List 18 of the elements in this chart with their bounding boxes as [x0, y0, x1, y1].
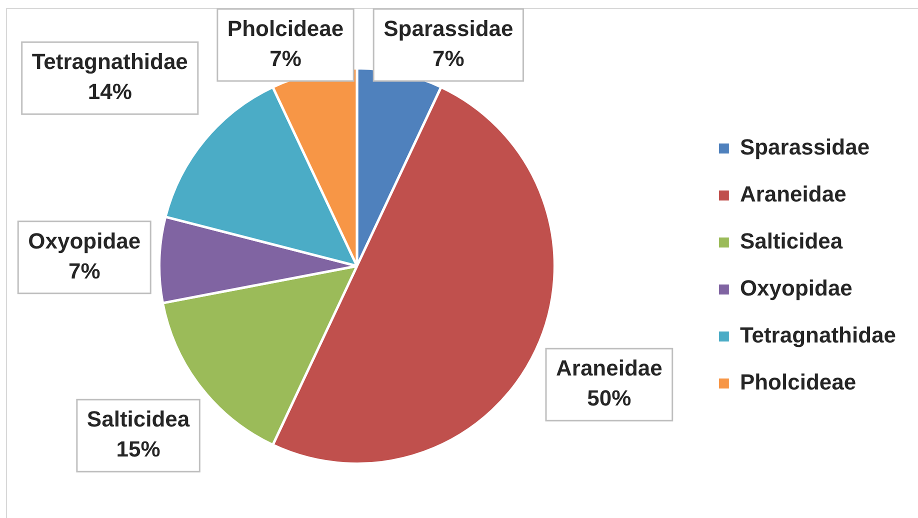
- slice-label: Araneidae: [556, 356, 662, 381]
- slice-label: Salticidea: [86, 406, 190, 432]
- legend-label: Salticidea: [740, 228, 844, 254]
- legend-label: Sparassidae: [740, 134, 870, 160]
- data-label: 7%: [270, 46, 302, 72]
- data-label: 50%: [587, 386, 632, 411]
- data-label: 7%: [432, 46, 464, 72]
- slice-label: Sparassidae: [384, 16, 514, 42]
- legend-label: Araneidae: [740, 182, 846, 207]
- legend-label: Oxyopidae: [740, 276, 852, 301]
- legend-label: Tetragnathidae: [740, 322, 896, 348]
- slice-label: Pholcideae: [227, 16, 344, 42]
- data-label: 14%: [88, 79, 132, 104]
- slice-label: Oxyopidae: [28, 228, 141, 254]
- data-label: 7%: [68, 258, 100, 284]
- slice-label: Tetragnathidae: [32, 49, 188, 74]
- data-label: 15%: [116, 436, 160, 462]
- legend-label: Pholcideae: [740, 370, 856, 395]
